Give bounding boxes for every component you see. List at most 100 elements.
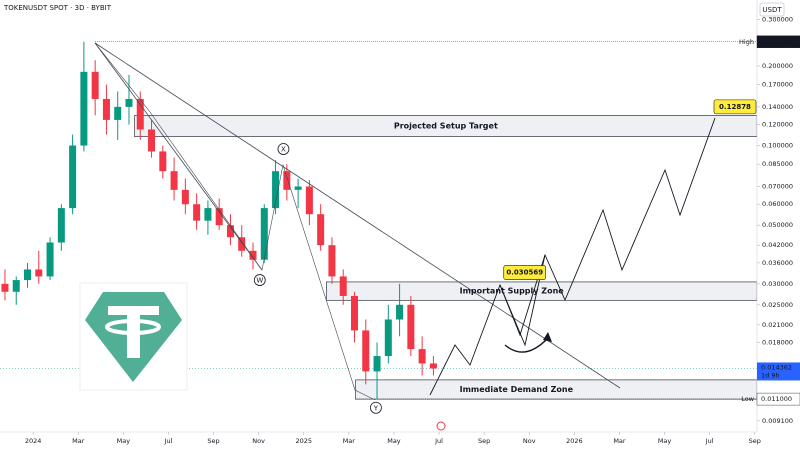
x-tick-label: Sep <box>478 437 490 445</box>
y-tick-label: 0.085000 <box>762 160 793 168</box>
projected-path <box>499 254 546 347</box>
candle-body <box>159 151 167 172</box>
zone-label: Important Supply Zone <box>460 287 565 296</box>
wave-marker <box>253 274 266 286</box>
candle-body <box>170 171 178 190</box>
candle-body <box>193 204 201 221</box>
zone-label: Projected Setup Target <box>394 122 498 131</box>
y-tick-label: 0.021000 <box>762 321 793 329</box>
currency: USDT <box>762 6 782 14</box>
zone-label: Immediate Demand Zone <box>460 385 574 394</box>
y-tick-label: 0.060000 <box>762 200 793 208</box>
wave-marker <box>370 401 382 414</box>
candle-body <box>57 208 65 243</box>
candle-body <box>362 330 370 372</box>
wave-line <box>94 42 376 401</box>
y-tick-label: 0.042000 <box>762 241 793 249</box>
y-tick-label: 0.200000 <box>762 62 793 70</box>
wave-marker <box>277 143 290 155</box>
x-tick-label: Mar <box>613 437 626 445</box>
candle-body <box>294 186 302 190</box>
event-icon <box>436 421 446 431</box>
x-tick-label: Mar <box>72 437 85 445</box>
marker-box <box>756 392 800 406</box>
candle-body <box>305 186 313 215</box>
x-tick-label: Sep <box>749 437 761 445</box>
y-tick-label: 0.036000 <box>762 259 793 267</box>
x-tick-label: May <box>117 437 131 445</box>
wave-label: X <box>281 146 286 154</box>
candle-body <box>418 349 426 364</box>
candle-body <box>238 237 246 251</box>
chart-title: TOKENUSDT SPOT · 3D · BYBIT <box>3 4 112 12</box>
marker-label: 0.011000 <box>761 395 792 403</box>
y-tick-label: 0.030000 <box>762 280 793 288</box>
callout-label: 0.12878 <box>719 103 751 111</box>
candle-body <box>272 171 280 209</box>
candle-body <box>226 225 234 238</box>
callout-label: 0.030569 <box>506 269 543 277</box>
currency-box <box>759 2 785 17</box>
y-tick-label: 0.170000 <box>762 81 793 89</box>
x-tick-label: 2025 <box>295 437 312 445</box>
x-tick-label: Jul <box>164 437 173 445</box>
y-tick-label: 0.050000 <box>762 221 793 229</box>
candle-body <box>114 106 122 120</box>
candle-body <box>429 363 437 369</box>
x-tick-label: Nov <box>523 437 536 445</box>
candle-body <box>384 319 392 357</box>
last-price-label: 0.014362 <box>761 363 792 371</box>
y-tick-label: 0.120000 <box>762 121 793 129</box>
x-tick-label: Mar <box>343 437 356 445</box>
curved-arrow <box>504 337 549 353</box>
candle-body <box>102 98 110 120</box>
marker-label: 0.246760 <box>761 38 792 46</box>
x-tick-label: Jul <box>434 437 443 445</box>
marker-box <box>756 35 800 48</box>
y-tick-label: 0.300000 <box>762 15 793 23</box>
y-tick-label: 0.070000 <box>762 183 793 191</box>
marker-name: Low <box>741 395 754 403</box>
candle-body <box>148 129 156 152</box>
candle-body <box>215 208 223 226</box>
candle-body <box>317 214 325 246</box>
candle-body <box>46 242 54 277</box>
x-tick-label: May <box>658 437 672 445</box>
candle-body <box>181 189 189 205</box>
y-tick-label: 0.018000 <box>762 339 793 347</box>
candle-body <box>69 145 77 209</box>
y-tick-label: 0.140000 <box>762 103 793 111</box>
x-tick-label: 2024 <box>25 437 42 445</box>
candle-body <box>125 98 133 107</box>
candle-body <box>136 98 144 130</box>
marker-name: High <box>739 38 754 46</box>
y-tick-label: 0.100000 <box>762 142 793 150</box>
x-tick-label: 2026 <box>566 437 583 445</box>
candle-body <box>260 208 268 260</box>
trendline <box>94 42 621 389</box>
callout-box <box>503 265 547 280</box>
candle-body <box>350 295 358 331</box>
arrow-head <box>543 332 552 342</box>
candle-body <box>24 269 32 281</box>
candle-body <box>1 283 9 292</box>
x-tick-label: May <box>387 437 401 445</box>
x-tick-label: Nov <box>252 437 265 445</box>
candle-body <box>396 304 404 320</box>
candle-body <box>339 276 347 296</box>
candle-body <box>407 304 415 350</box>
candle-body <box>12 280 20 292</box>
y-tick-label: 0.025000 <box>762 301 793 309</box>
y-tick-label: 0.009100 <box>762 417 793 425</box>
last-price-box <box>757 362 800 381</box>
wave-label: W <box>256 277 263 285</box>
logo-ring <box>105 319 161 335</box>
candle-body <box>80 71 88 146</box>
candle-body <box>91 71 99 99</box>
candle-body <box>35 269 43 277</box>
x-tick-label: Sep <box>207 437 219 445</box>
wave-label: Y <box>373 404 379 412</box>
trendline <box>94 42 263 271</box>
projected-path <box>429 117 716 396</box>
